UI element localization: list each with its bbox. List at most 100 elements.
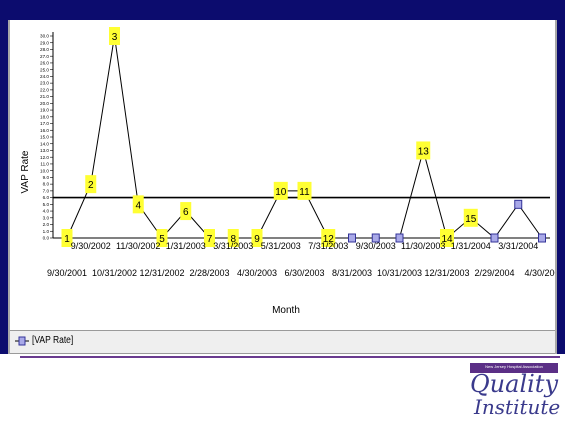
point-label: 2 (88, 180, 94, 191)
x-tick-label-upper: 1/31/2003 (166, 241, 206, 251)
x-tick-label-lower: 9/30/2001 (47, 268, 87, 278)
logo-banner: New Jersey Hospital Association (470, 363, 558, 373)
point-label-bg (61, 229, 73, 247)
point-label-bg (85, 175, 97, 194)
point-label-bg (297, 181, 312, 200)
y-tick-label: 9.0 (43, 175, 50, 180)
y-tick-label: 23.0 (40, 81, 49, 86)
y-tick-label: 18.0 (40, 114, 49, 119)
divider-line (20, 356, 560, 358)
data-point (395, 233, 404, 243)
logo-banner-text: New Jersey Hospital Association (485, 364, 543, 369)
y-tick-label: 0.0 (43, 236, 50, 241)
y-tick-label: 5.0 (43, 202, 50, 207)
y-tick-label: 21.0 (40, 94, 49, 99)
point-label: 13 (418, 146, 430, 157)
point-label-bg (156, 229, 168, 247)
y-tick-label: 27.0 (40, 54, 49, 59)
x-tick-label-lower: 10/31/2002 (92, 268, 137, 278)
point-label: 14 (441, 234, 453, 245)
x-tick-label-lower: 2/29/2004 (474, 268, 514, 278)
y-tick-label: 24.0 (40, 74, 49, 79)
y-axis: 0.0 1.0 2.0 3.04.0 5.0 6.0 7.08.0 9.0 10.011.0 12… (40, 32, 550, 241)
x-tick-label-upper: 7/31/2003 (308, 241, 348, 251)
point-label: 5 (159, 234, 165, 245)
x-tick-label-lower: 10/31/2003 (377, 268, 422, 278)
point-label: 11 (299, 187, 310, 198)
y-tick-label: 12.0 (40, 155, 49, 160)
point-label: 8 (230, 234, 236, 245)
y-tick-label: 10.0 (40, 168, 49, 173)
x-tick-label-upper: 11/30/2002 (116, 241, 160, 251)
point-label-bg (109, 27, 120, 45)
data-point (514, 199, 523, 209)
x-tick-label-lower: 4/30/200 (524, 268, 555, 278)
point-label: 10 (275, 187, 287, 198)
point-label-bg (440, 229, 454, 247)
point-label-bg (227, 229, 239, 247)
y-tick-label: 26.0 (40, 61, 49, 66)
y-tick-label: 20.0 (40, 101, 49, 106)
x-tick-label-upper: 5/31/2003 (261, 241, 301, 251)
point-label-bg (180, 202, 192, 221)
x-tick-label-upper: 3/31/2004 (498, 241, 538, 251)
x-tick-label-upper: 11/30/2003 (401, 241, 445, 251)
x-tick-label-lower: 12/31/2002 (139, 268, 184, 278)
logo-line-institute: Institute (474, 395, 561, 419)
x-tick-label-lower: 2/28/2003 (189, 268, 229, 278)
legend-label: [VAP Rate] (32, 335, 74, 346)
x-tick-label-lower: 8/31/2003 (332, 268, 372, 278)
y-tick-label: 3.0 (43, 215, 50, 220)
data-point (371, 233, 380, 243)
point-label-bg (251, 229, 263, 247)
x-tick-label-lower: 12/31/2003 (424, 268, 469, 278)
left-frame-bar (0, 20, 8, 354)
x-tick-label-lower: 4/30/2003 (237, 268, 277, 278)
right-frame-bar (557, 20, 565, 354)
point-label: 6 (183, 207, 189, 218)
y-tick-label: 6.0 (43, 195, 50, 200)
point-label-bg (321, 229, 336, 247)
data-point (348, 233, 356, 243)
legend-marker-icon (15, 336, 29, 346)
point-label-bg (204, 229, 215, 247)
point-label: 4 (135, 200, 141, 211)
point-label: 3 (112, 32, 118, 43)
point-label: 15 (465, 214, 477, 225)
y-tick-label: 1.0 (43, 229, 50, 234)
point-label-bg (132, 195, 144, 214)
x-tick-label-upper: 9/30/2003 (356, 241, 396, 251)
y-tick-label: 22.0 (40, 87, 49, 92)
quality-institute-logo: New Jersey Hospital Association Quality … (462, 360, 562, 422)
point-label-bg (416, 141, 431, 160)
x-tick-label-upper: 1/31/2004 (451, 241, 491, 251)
x-tick-label-upper: 3/31/2003 (213, 241, 253, 251)
y-tick-label: 19.0 (40, 108, 49, 113)
y-tick-label: 14.0 (40, 141, 49, 146)
y-tick-label: 16.0 (40, 128, 49, 133)
y-tick-label: 15.0 (40, 135, 49, 140)
vap-rate-chart: 0.01.02.03.04.05.06.07.08.09.010.011.012… (20, 27, 555, 316)
x-tick-label-upper: 9/30/2002 (71, 241, 111, 251)
point-label: 12 (323, 234, 335, 245)
y-tick-label: 11.0 (40, 162, 49, 167)
y-tick-label: 13.0 (40, 148, 49, 153)
data-point (490, 233, 499, 243)
point-label: 9 (254, 234, 260, 245)
y-tick-label: 29.0 (40, 40, 49, 45)
y-tick-label: 28.0 (40, 47, 49, 52)
legend: [VAP Rate] (10, 330, 555, 354)
point-label-bg (463, 208, 478, 227)
y-tick-label: 17.0 (40, 121, 49, 126)
y-tick-label: 2.0 (43, 222, 50, 227)
y-tick-label: 7.0 (43, 188, 50, 193)
point-label: 1 (64, 234, 70, 245)
x-axis-title: Month (272, 305, 300, 316)
x-axis-labels: 9/30/2002 11/30/2002 1/31/2003 3/31/2003 5/3… (47, 241, 555, 278)
data-point (538, 233, 546, 243)
logo-line-quality: Quality (470, 370, 558, 398)
point-label-bg (273, 181, 288, 200)
y-axis-title: VAP Rate (20, 150, 31, 193)
x-tick-label-lower: 6/30/2003 (284, 268, 324, 278)
